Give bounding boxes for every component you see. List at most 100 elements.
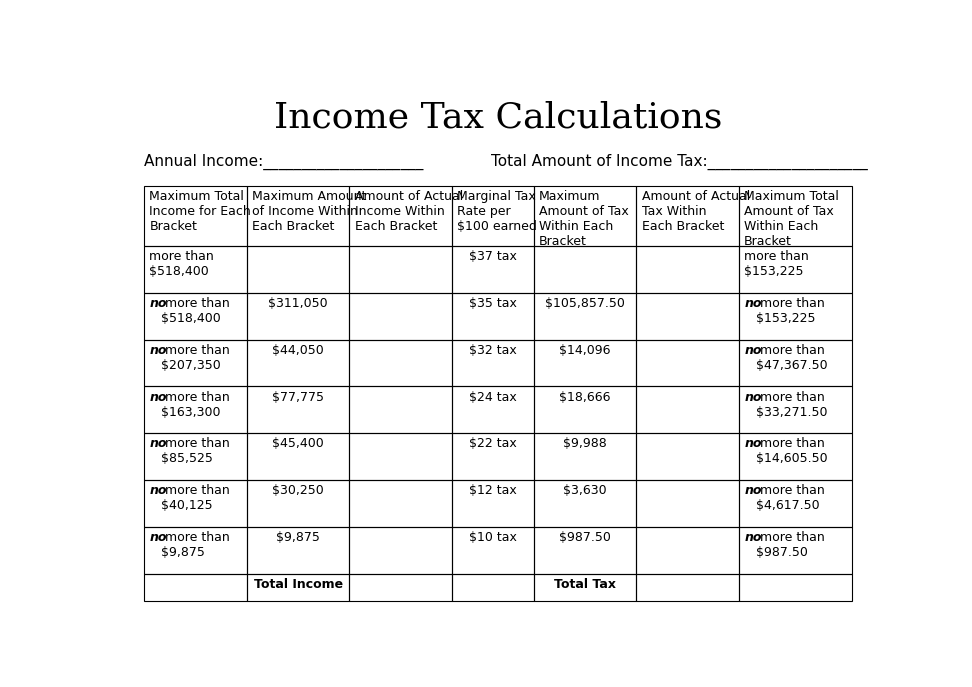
- Bar: [247, 246, 350, 293]
- Text: more than
$153,225: more than $153,225: [745, 250, 809, 278]
- Text: $3,630: $3,630: [563, 484, 607, 497]
- Bar: [452, 527, 534, 574]
- Text: more than
$47,367.50: more than $47,367.50: [756, 344, 827, 372]
- Bar: [637, 386, 739, 433]
- Bar: [739, 246, 852, 293]
- Bar: [247, 527, 350, 574]
- Bar: [144, 433, 247, 480]
- Text: no: no: [745, 531, 762, 544]
- Bar: [350, 339, 452, 386]
- Bar: [452, 433, 534, 480]
- Bar: [144, 293, 247, 339]
- Text: more than
$518,400: more than $518,400: [150, 250, 214, 278]
- Bar: [739, 433, 852, 480]
- Bar: [452, 339, 534, 386]
- Text: more than
$207,350: more than $207,350: [161, 344, 229, 372]
- Text: Total Amount of Income Tax:_____________________: Total Amount of Income Tax:_____________…: [491, 154, 867, 170]
- Bar: [350, 433, 452, 480]
- Bar: [534, 527, 637, 574]
- Bar: [350, 480, 452, 527]
- Text: $311,050: $311,050: [268, 297, 328, 310]
- Bar: [637, 339, 739, 386]
- Bar: [739, 574, 852, 601]
- Text: no: no: [745, 344, 762, 357]
- Bar: [247, 185, 350, 246]
- Bar: [144, 246, 247, 293]
- Text: no: no: [745, 297, 762, 310]
- Bar: [637, 433, 739, 480]
- Bar: [534, 480, 637, 527]
- Text: $44,050: $44,050: [272, 344, 324, 357]
- Text: no: no: [745, 391, 762, 404]
- Text: $10 tax: $10 tax: [469, 531, 517, 544]
- Bar: [247, 480, 350, 527]
- Bar: [247, 386, 350, 433]
- Bar: [144, 480, 247, 527]
- Text: $32 tax: $32 tax: [469, 344, 517, 357]
- Text: no: no: [150, 531, 167, 544]
- Text: more than
$987.50: more than $987.50: [756, 531, 824, 559]
- Text: no: no: [150, 391, 167, 404]
- Text: Marginal Tax
Rate per
$100 earned: Marginal Tax Rate per $100 earned: [458, 190, 538, 233]
- Text: more than
$14,605.50: more than $14,605.50: [756, 438, 827, 466]
- Bar: [637, 246, 739, 293]
- Text: no: no: [745, 484, 762, 497]
- Text: $105,857.50: $105,857.50: [545, 297, 625, 310]
- Text: more than
$40,125: more than $40,125: [161, 484, 229, 513]
- Text: Annual Income:_____________________: Annual Income:_____________________: [144, 154, 424, 170]
- Bar: [534, 185, 637, 246]
- Bar: [350, 185, 452, 246]
- Bar: [534, 246, 637, 293]
- Bar: [144, 574, 247, 601]
- Bar: [350, 293, 452, 339]
- Text: no: no: [745, 438, 762, 451]
- Text: Amount of Actual
Tax Within
Each Bracket: Amount of Actual Tax Within Each Bracket: [642, 190, 749, 233]
- Bar: [452, 246, 534, 293]
- Text: $45,400: $45,400: [272, 438, 324, 451]
- Text: $9,875: $9,875: [276, 531, 320, 544]
- Bar: [350, 574, 452, 601]
- Bar: [534, 386, 637, 433]
- Bar: [739, 339, 852, 386]
- Text: no: no: [150, 297, 167, 310]
- Bar: [637, 293, 739, 339]
- Text: no: no: [150, 344, 167, 357]
- Bar: [350, 386, 452, 433]
- Bar: [144, 339, 247, 386]
- Text: $37 tax: $37 tax: [469, 250, 517, 263]
- Bar: [739, 480, 852, 527]
- Bar: [452, 293, 534, 339]
- Text: Amount of Actual
Income Within
Each Bracket: Amount of Actual Income Within Each Brac…: [355, 190, 463, 233]
- Text: no: no: [150, 484, 167, 497]
- Bar: [534, 433, 637, 480]
- Text: no: no: [150, 438, 167, 451]
- Text: $18,666: $18,666: [559, 391, 610, 404]
- Bar: [739, 386, 852, 433]
- Text: Total Income: Total Income: [254, 578, 343, 591]
- Text: $9,988: $9,988: [563, 438, 607, 451]
- Bar: [452, 185, 534, 246]
- Bar: [247, 574, 350, 601]
- Text: more than
$33,271.50: more than $33,271.50: [756, 391, 827, 418]
- Text: Maximum Total
Amount of Tax
Within Each
Bracket: Maximum Total Amount of Tax Within Each …: [745, 190, 839, 248]
- Bar: [350, 246, 452, 293]
- Text: Maximum
Amount of Tax
Within Each
Bracket: Maximum Amount of Tax Within Each Bracke…: [538, 190, 629, 248]
- Bar: [739, 185, 852, 246]
- Bar: [534, 339, 637, 386]
- Bar: [739, 527, 852, 574]
- Text: $987.50: $987.50: [559, 531, 610, 544]
- Text: $22 tax: $22 tax: [469, 438, 517, 451]
- Bar: [144, 185, 247, 246]
- Bar: [452, 480, 534, 527]
- Bar: [452, 574, 534, 601]
- Bar: [534, 574, 637, 601]
- Text: Maximum Amount
of Income Within
Each Bracket: Maximum Amount of Income Within Each Bra…: [252, 190, 366, 233]
- Bar: [247, 339, 350, 386]
- Text: $24 tax: $24 tax: [469, 391, 517, 404]
- Bar: [637, 185, 739, 246]
- Bar: [637, 527, 739, 574]
- Text: more than
$153,225: more than $153,225: [756, 297, 824, 325]
- Text: $12 tax: $12 tax: [469, 484, 517, 497]
- Bar: [144, 386, 247, 433]
- Bar: [637, 574, 739, 601]
